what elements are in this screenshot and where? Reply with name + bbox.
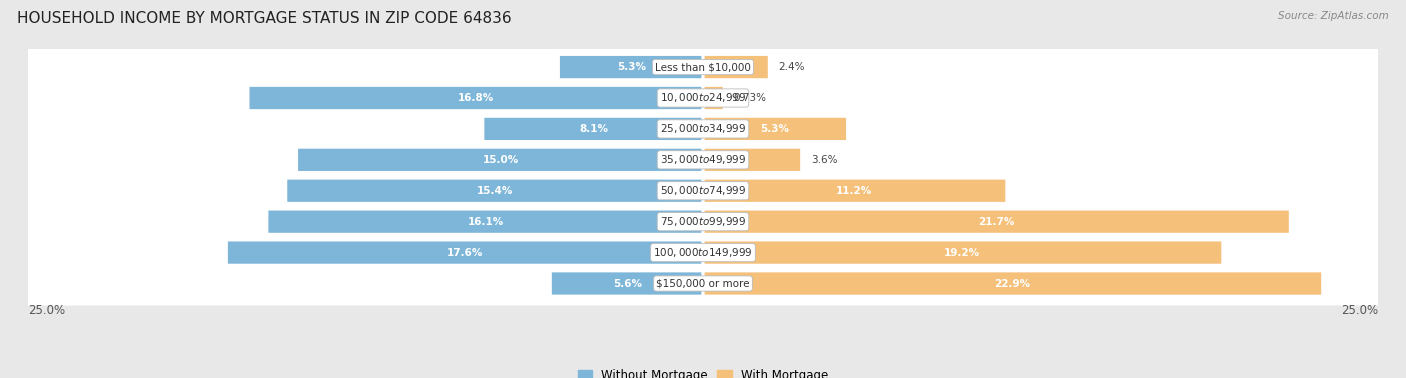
Text: $35,000 to $49,999: $35,000 to $49,999	[659, 153, 747, 166]
FancyBboxPatch shape	[24, 231, 1382, 274]
Text: 16.8%: 16.8%	[458, 93, 495, 103]
FancyBboxPatch shape	[704, 56, 768, 78]
Text: $75,000 to $99,999: $75,000 to $99,999	[659, 215, 747, 228]
Text: 5.3%: 5.3%	[761, 124, 789, 134]
FancyBboxPatch shape	[551, 273, 702, 294]
Text: 11.2%: 11.2%	[837, 186, 872, 196]
Text: 17.6%: 17.6%	[447, 248, 484, 257]
FancyBboxPatch shape	[287, 180, 702, 202]
Text: 25.0%: 25.0%	[28, 304, 65, 317]
FancyBboxPatch shape	[24, 76, 1382, 120]
FancyBboxPatch shape	[704, 87, 723, 109]
FancyBboxPatch shape	[298, 149, 702, 171]
Text: 15.0%: 15.0%	[482, 155, 519, 165]
FancyBboxPatch shape	[24, 138, 1382, 182]
FancyBboxPatch shape	[24, 45, 1382, 89]
FancyBboxPatch shape	[704, 211, 1289, 233]
Text: 5.3%: 5.3%	[617, 62, 645, 72]
FancyBboxPatch shape	[704, 273, 1322, 294]
Text: 0.73%: 0.73%	[734, 93, 766, 103]
FancyBboxPatch shape	[704, 242, 1222, 264]
Text: 22.9%: 22.9%	[994, 279, 1031, 288]
FancyBboxPatch shape	[228, 242, 702, 264]
Text: 16.1%: 16.1%	[468, 217, 503, 227]
Text: $25,000 to $34,999: $25,000 to $34,999	[659, 122, 747, 135]
Text: 21.7%: 21.7%	[977, 217, 1014, 227]
Text: 3.6%: 3.6%	[811, 155, 838, 165]
Text: 19.2%: 19.2%	[943, 248, 980, 257]
Text: $150,000 or more: $150,000 or more	[657, 279, 749, 288]
Text: 8.1%: 8.1%	[579, 124, 609, 134]
FancyBboxPatch shape	[24, 262, 1382, 305]
Text: $50,000 to $74,999: $50,000 to $74,999	[659, 184, 747, 197]
FancyBboxPatch shape	[249, 87, 702, 109]
FancyBboxPatch shape	[704, 118, 846, 140]
Text: Source: ZipAtlas.com: Source: ZipAtlas.com	[1278, 11, 1389, 21]
Text: Less than $10,000: Less than $10,000	[655, 62, 751, 72]
FancyBboxPatch shape	[269, 211, 702, 233]
Text: 15.4%: 15.4%	[477, 186, 513, 196]
Text: $10,000 to $24,999: $10,000 to $24,999	[659, 91, 747, 104]
FancyBboxPatch shape	[704, 149, 800, 171]
Text: 5.6%: 5.6%	[613, 279, 643, 288]
FancyBboxPatch shape	[24, 107, 1382, 151]
FancyBboxPatch shape	[484, 118, 702, 140]
Text: 25.0%: 25.0%	[1341, 304, 1378, 317]
FancyBboxPatch shape	[560, 56, 702, 78]
FancyBboxPatch shape	[704, 180, 1005, 202]
Text: HOUSEHOLD INCOME BY MORTGAGE STATUS IN ZIP CODE 64836: HOUSEHOLD INCOME BY MORTGAGE STATUS IN Z…	[17, 11, 512, 26]
FancyBboxPatch shape	[24, 200, 1382, 244]
Text: $100,000 to $149,999: $100,000 to $149,999	[654, 246, 752, 259]
Legend: Without Mortgage, With Mortgage: Without Mortgage, With Mortgage	[574, 364, 832, 378]
FancyBboxPatch shape	[24, 169, 1382, 213]
Text: 2.4%: 2.4%	[779, 62, 806, 72]
